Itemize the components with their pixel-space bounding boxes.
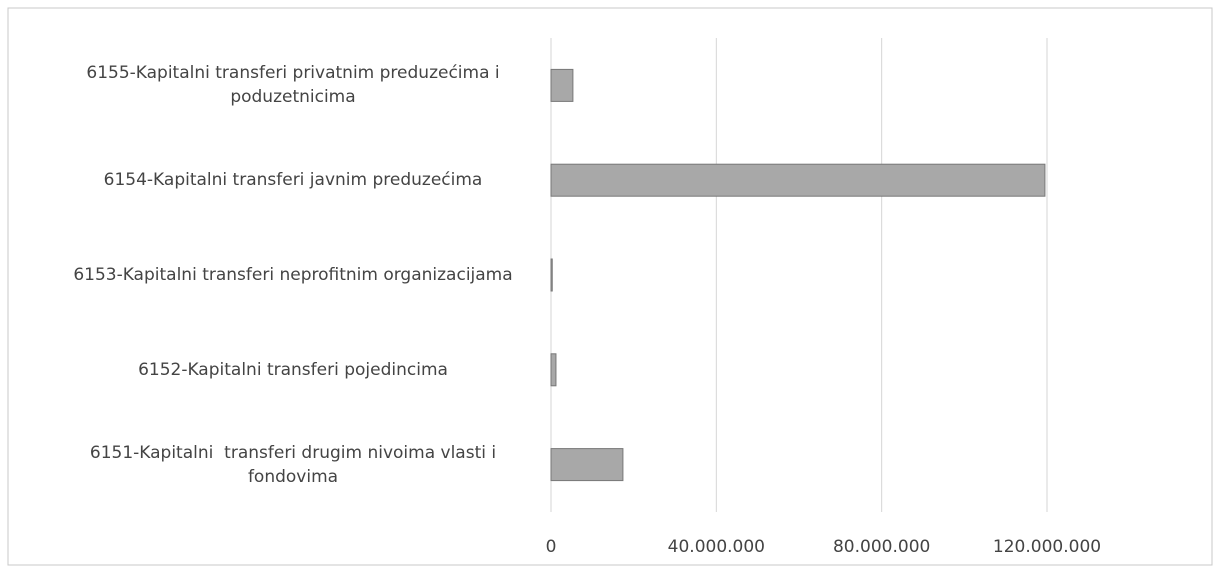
category-label: 6155-Kapitalni transferi privatnim predu… — [86, 63, 506, 108]
bar — [550, 448, 624, 482]
x-tick-label: 40.000.000 — [668, 537, 765, 557]
category-label: 6152-Kapitalni transferi pojedincima — [138, 359, 448, 380]
bar — [550, 353, 557, 387]
category-label: 6154-Kapitalni transferi javnim preduzeć… — [103, 170, 483, 191]
bar — [550, 68, 574, 102]
category-label: 6153-Kapitalni transferi neprofitnim org… — [73, 265, 513, 285]
bar — [550, 258, 553, 292]
category-label: 6151-Kapitalni transferi drugim nivoima … — [89, 442, 502, 487]
chart-border — [7, 7, 1213, 566]
x-tick-label: 120.000.000 — [993, 537, 1101, 557]
x-tick-label: 80.000.000 — [833, 537, 930, 557]
x-tick-label: 0 — [546, 537, 557, 557]
bar — [550, 163, 1046, 197]
